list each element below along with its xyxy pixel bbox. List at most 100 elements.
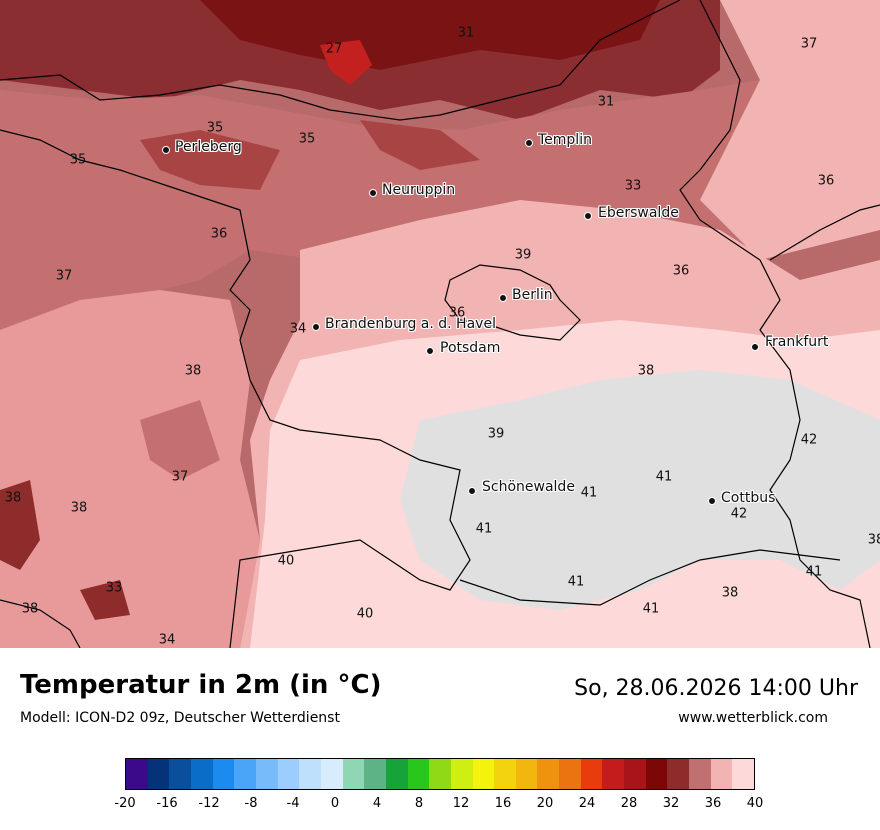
colorbar-swatch — [624, 759, 646, 789]
map-fill — [0, 0, 880, 648]
forecast-datetime: So, 28.06.2026 14:00 Uhr — [574, 676, 858, 701]
temp-value: 38 — [867, 532, 880, 548]
colorbar-swatch — [126, 759, 148, 789]
temp-value: 31 — [457, 25, 475, 41]
temp-value: 38 — [70, 500, 88, 516]
city-label-brandenburg: Brandenburg a. d. Havel — [325, 316, 496, 332]
temp-value: 33 — [624, 178, 642, 194]
colorbar-swatch — [212, 759, 235, 789]
model-info: Modell: ICON-D2 09z, Deutscher Wetterdie… — [20, 710, 340, 726]
colorbar-tick-label: 4 — [372, 796, 382, 811]
colorbar-swatch — [494, 759, 516, 789]
temp-value: 41 — [580, 485, 598, 501]
colorbar-swatch — [320, 759, 343, 789]
temp-value: 35 — [206, 120, 224, 136]
temp-value: 40 — [356, 606, 374, 622]
colorbar-swatch — [559, 759, 581, 789]
city-dot — [525, 139, 533, 147]
temp-value: 38 — [637, 363, 655, 379]
city-label-cottbus: Cottbus — [721, 490, 776, 506]
colorbar-swatch — [364, 759, 386, 789]
colorbar-tick-label: 16 — [494, 796, 512, 811]
city-label-frankfurt: Frankfurt — [765, 334, 829, 350]
temp-value: 38 — [721, 585, 739, 601]
temp-value: 37 — [800, 36, 818, 52]
colorbar-swatch — [429, 759, 451, 789]
city-dot — [584, 212, 592, 220]
colorbar-tick-label: 24 — [578, 796, 596, 811]
temp-value: 40 — [277, 553, 295, 569]
colorbar-tick-label: 20 — [536, 796, 554, 811]
temp-value: 36 — [448, 305, 466, 321]
city-label-potsdam: Potsdam — [440, 340, 501, 356]
city-label-perleberg: Perleberg — [175, 139, 242, 155]
colorbar-tick-label: 28 — [620, 796, 638, 811]
temp-value: 38 — [21, 601, 39, 617]
temp-value: 42 — [730, 506, 748, 522]
city-dot — [312, 323, 320, 331]
city-dot — [499, 294, 507, 302]
city-label-neuruppin: Neuruppin — [382, 182, 456, 198]
colorbar-tick-label: -8 — [244, 796, 258, 811]
temp-value: 41 — [567, 574, 585, 590]
colorbar-swatch — [342, 759, 365, 789]
city-label-templin: Templin — [538, 132, 592, 148]
colorbar-swatch — [385, 759, 408, 789]
temp-value: 39 — [514, 247, 532, 263]
colorbar-swatch — [537, 759, 560, 789]
colorbar-ticks: -20 -16 -12 -8 -4 0 4 8 12 16 20 24 28 32 36 40 — [114, 792, 763, 812]
city-dot — [369, 189, 377, 197]
colorbar-swatch — [602, 759, 625, 789]
colorbar-swatch — [407, 759, 430, 789]
colorbar-tick-label: -12 — [198, 796, 220, 811]
colorbar-swatch — [710, 759, 733, 789]
temp-value: 34 — [289, 321, 307, 337]
temp-value: 35 — [69, 152, 87, 168]
colorbar-swatch — [580, 759, 603, 789]
temp-value: 41 — [642, 601, 660, 617]
temp-value: 39 — [487, 426, 505, 442]
colorbar-tick-label: -4 — [286, 796, 300, 811]
colorbar-swatch — [645, 759, 668, 789]
colorbar-swatch — [732, 759, 755, 789]
temp-value: 36 — [817, 173, 835, 189]
temp-value: 38 — [184, 363, 202, 379]
colorbar-swatch — [689, 759, 711, 789]
colorbar-tick-label: 40 — [746, 796, 764, 811]
temp-value: 41 — [805, 564, 823, 580]
colorbar-swatch — [277, 759, 300, 789]
temperature-map: Perleberg Templin Neuruppin Eberswalde B… — [0, 0, 880, 648]
city-label-schoenewalde: Schönewalde — [482, 479, 575, 495]
colorbar-tick-label: -16 — [156, 796, 178, 811]
colorbar-swatch — [472, 759, 495, 789]
colorbar-tick-label: 32 — [662, 796, 680, 811]
city-dot — [426, 347, 434, 355]
colorbar-swatch — [234, 759, 256, 789]
city-dot — [751, 343, 759, 351]
colorbar-swatch — [190, 759, 213, 789]
city-label-eberswalde: Eberswalde — [598, 205, 679, 221]
colorbar-swatch — [450, 759, 473, 789]
colorbar-swatch — [255, 759, 278, 789]
colorbar-swatch — [147, 759, 170, 789]
temp-value: 42 — [800, 432, 818, 448]
temp-value: 27 — [325, 41, 343, 57]
temp-value: 36 — [210, 226, 228, 242]
colorbar-swatch — [515, 759, 538, 789]
temp-value: 41 — [655, 469, 673, 485]
temp-value: 36 — [672, 263, 690, 279]
colorbar-tick-label: 8 — [414, 796, 424, 811]
colorbar-swatch — [169, 759, 191, 789]
temp-value: 35 — [298, 131, 316, 147]
website-link[interactable]: www.wetterblick.com — [678, 710, 828, 726]
colorbar-tick-label: -20 — [114, 796, 136, 811]
colorbar-tick-label: 0 — [330, 796, 340, 811]
temp-value: 41 — [475, 521, 493, 537]
temp-value: 37 — [55, 268, 73, 284]
map-title: Temperatur in 2m (in °C) — [20, 670, 382, 700]
city-dot — [468, 487, 476, 495]
temp-value: 31 — [597, 94, 615, 110]
city-label-berlin: Berlin — [512, 287, 553, 303]
colorbar-swatch — [299, 759, 321, 789]
colorbar-tick-label: 12 — [452, 796, 470, 811]
